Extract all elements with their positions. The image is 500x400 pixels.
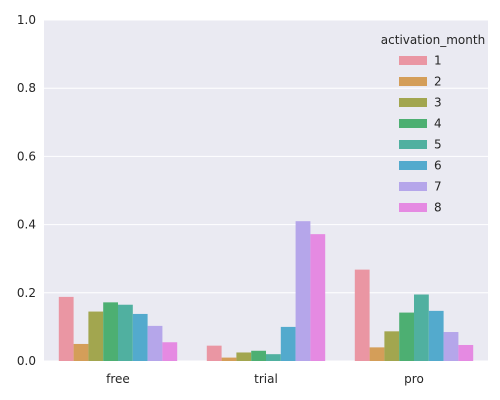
legend-label: 4 [434, 117, 442, 131]
bar-trial-3 [236, 352, 252, 361]
x-axis-ticks: free trial pro [106, 372, 424, 386]
bar-trial-7 [295, 221, 311, 361]
y-tick-label: 0.0 [17, 354, 36, 368]
bar-trial-5 [266, 354, 281, 361]
bar-free-8 [162, 342, 178, 361]
legend-swatch-5 [399, 140, 427, 149]
x-tick-label: free [106, 372, 130, 386]
y-tick-label: 0.8 [17, 81, 36, 95]
legend-swatch-7 [399, 182, 427, 191]
legend-label: 6 [434, 159, 442, 173]
bar-free-2 [73, 343, 89, 361]
bar-trial-4 [251, 350, 266, 361]
bar-free-4 [103, 302, 118, 361]
x-tick-label: pro [404, 372, 424, 386]
legend: activation_month 1 2 3 4 5 6 7 8 [381, 33, 485, 215]
legend-swatch-1 [399, 56, 427, 65]
bar-trial-6 [280, 326, 296, 361]
y-tick-label: 0.4 [17, 218, 36, 232]
y-tick-label: 0.6 [17, 149, 36, 163]
x-tick-label: trial [254, 372, 278, 386]
bar-trial-1 [206, 345, 222, 361]
legend-swatch-4 [399, 119, 427, 128]
bar-free-5 [118, 304, 133, 361]
bar-pro-4 [399, 312, 414, 361]
legend-swatch-2 [399, 77, 427, 86]
bar-free-3 [88, 311, 104, 361]
legend-label: 2 [434, 75, 442, 89]
legend-label: 5 [434, 138, 442, 152]
bar-pro-6 [428, 310, 444, 361]
bar-free-7 [147, 325, 163, 361]
bars [58, 221, 474, 361]
bar-trial-2 [221, 357, 237, 361]
bar-pro-7 [443, 332, 459, 361]
legend-swatch-3 [399, 98, 427, 107]
legend-label: 3 [434, 96, 442, 110]
bar-free-6 [132, 313, 148, 361]
legend-swatch-8 [399, 203, 427, 212]
bar-pro-2 [369, 347, 385, 361]
y-tick-label: 0.2 [17, 286, 36, 300]
bar-pro-1 [354, 269, 370, 361]
bar-pro-3 [384, 331, 400, 361]
legend-title: activation_month [381, 33, 485, 47]
legend-label: 7 [434, 180, 442, 194]
bar-trial-8 [310, 234, 326, 361]
bar-pro-5 [414, 294, 429, 361]
legend-swatch-6 [399, 161, 427, 170]
bar-pro-8 [458, 344, 474, 361]
legend-label: 1 [434, 54, 442, 68]
legend-label: 8 [434, 201, 442, 215]
bar-free-1 [58, 296, 74, 361]
y-axis-ticks: 0.0 0.2 0.4 0.6 0.8 1.0 [17, 13, 36, 368]
y-tick-label: 1.0 [17, 13, 36, 27]
